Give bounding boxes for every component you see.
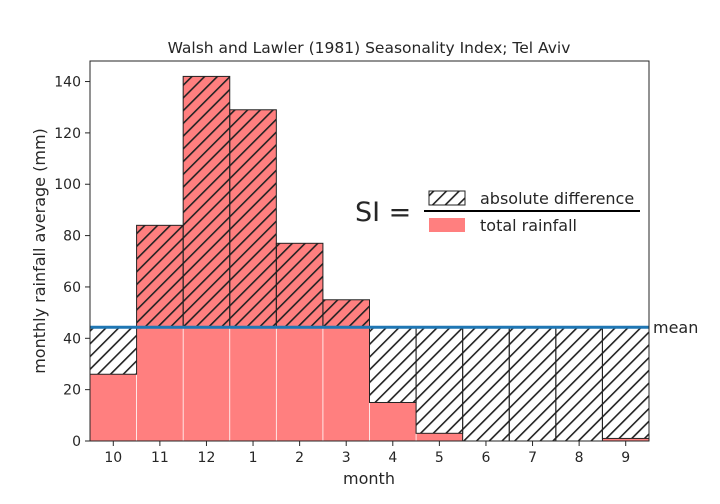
difference-bar-6: [462, 326, 510, 442]
difference-bar-10: [89, 326, 138, 375]
x-tick-label: 11: [151, 450, 169, 466]
y-tick-label: 20: [63, 383, 81, 399]
difference-bar-1: [229, 109, 277, 328]
y-tick-label: 40: [63, 331, 81, 347]
x-tick-label: 8: [575, 450, 584, 466]
chart-title: Walsh and Lawler (1981) Seasonality Inde…: [168, 39, 571, 57]
y-tick-label: 140: [54, 75, 81, 91]
x-tick-label: 1: [249, 450, 258, 466]
y-tick-label: 100: [54, 177, 81, 193]
difference-bar-12: [182, 75, 231, 328]
si-lhs: SI =: [355, 197, 411, 228]
difference-bar-7: [508, 326, 557, 442]
x-tick-label: 5: [435, 450, 444, 466]
difference-bar-2: [275, 242, 324, 328]
difference-bar-8: [555, 326, 603, 442]
x-tick-label: 2: [295, 450, 304, 466]
plot-frame: [89, 60, 650, 442]
y-tick-label: 60: [63, 280, 81, 296]
x-tick-label: 7: [528, 450, 537, 466]
hatch-legend-swatch: [428, 190, 466, 206]
difference-bar-4: [369, 326, 417, 403]
y-tick-label: 0: [72, 434, 81, 450]
x-tick-label: 3: [342, 450, 351, 466]
y-axis-label: monthly rainfall average (mm): [30, 128, 49, 374]
rain-bar-4: [369, 402, 417, 441]
difference-bar-11: [136, 224, 184, 328]
si-numerator: absolute difference: [480, 189, 634, 208]
rain-bar-9: [602, 438, 649, 441]
x-axis: 10 11 12 1 2 3 4 5 6 7 8 9: [104, 441, 630, 466]
si-formula: SI = absolute difference total rainfall: [355, 189, 640, 235]
rain-bar-10: [90, 374, 137, 441]
x-tick-label: 6: [481, 450, 490, 466]
x-tick-label: 10: [104, 450, 122, 466]
y-tick-label: 80: [63, 229, 81, 245]
x-tick-label: 9: [621, 450, 630, 466]
x-axis-label: month: [343, 469, 395, 488]
x-tick-label: 4: [388, 450, 397, 466]
y-axis: 0 20 40 60 80 100 120 140: [54, 75, 90, 450]
rain-legend-swatch: [429, 218, 465, 232]
x-tick-label: 12: [198, 450, 216, 466]
difference-bar-5: [415, 326, 464, 434]
difference-bar-3: [322, 299, 370, 328]
si-denominator: total rainfall: [480, 216, 577, 235]
mean-label: mean: [653, 318, 698, 337]
rain-bar-5: [416, 433, 463, 441]
y-tick-label: 120: [54, 126, 81, 142]
plot-area: [89, 60, 650, 442]
difference-bar-9: [601, 326, 650, 439]
